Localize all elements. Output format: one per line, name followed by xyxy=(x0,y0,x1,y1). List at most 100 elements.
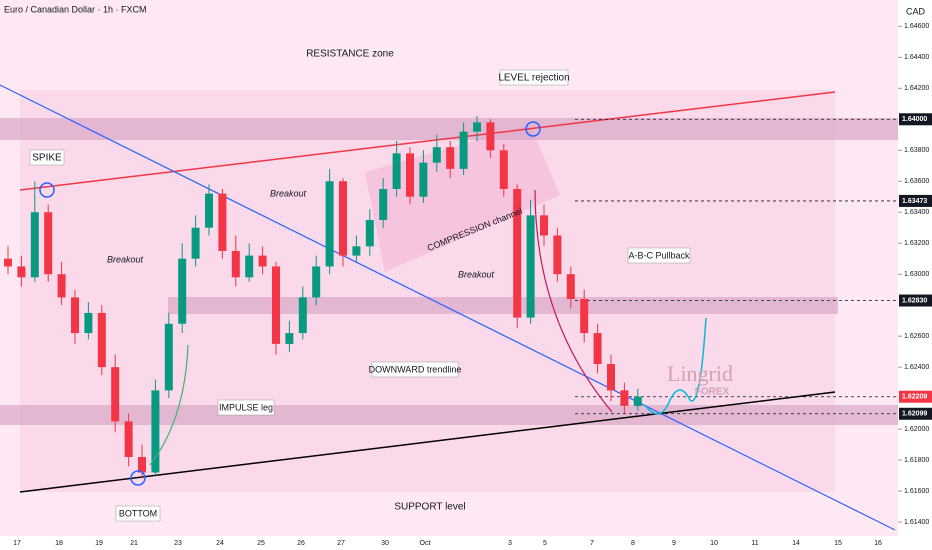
label: SPIKE xyxy=(32,153,62,164)
label-box xyxy=(371,361,459,378)
x-tick-label: 11 xyxy=(751,540,758,547)
label-box xyxy=(627,247,691,264)
price-level-tag xyxy=(899,294,932,307)
candle-body xyxy=(486,122,495,151)
candle-body xyxy=(298,297,307,334)
label: IMPULSE leg xyxy=(219,402,273,412)
price-level-tag xyxy=(899,113,932,126)
candle-body xyxy=(553,235,562,275)
label: BOTTOM xyxy=(119,508,157,518)
y-tick-label: 1.62600 xyxy=(904,333,929,340)
candle-body xyxy=(352,246,361,256)
y-tick-label: 1.64400 xyxy=(904,54,929,61)
x-tick-label: 30 xyxy=(381,540,389,547)
candle-body xyxy=(513,188,522,318)
candle-body xyxy=(258,255,267,267)
candle-body xyxy=(379,188,388,220)
label-box xyxy=(115,505,161,522)
candle-body xyxy=(432,147,441,163)
candle-body xyxy=(245,255,254,278)
candle-body xyxy=(566,274,575,299)
label: DOWNWARD trendline xyxy=(369,364,462,374)
x-tick-label: 10 xyxy=(710,540,718,547)
resistance-line xyxy=(19,91,836,191)
chart-title: Euro / Canadian Dollar · 1h · FXCM xyxy=(4,4,147,14)
price-level-label: 1.62209 xyxy=(902,394,927,401)
support-zone xyxy=(0,405,898,425)
pattern-area xyxy=(20,90,835,492)
mid-zone xyxy=(168,297,838,314)
candle-body xyxy=(419,162,428,197)
x-tick-label: 17 xyxy=(13,540,21,547)
x-tick-label: 21 xyxy=(130,540,138,547)
watermark: Lingrid xyxy=(667,361,733,386)
candle-body xyxy=(44,212,53,275)
price-level-label: 1.62099 xyxy=(902,411,927,418)
y-tick-label: 1.62000 xyxy=(904,426,929,433)
price-level-tag xyxy=(899,407,932,420)
candle-body xyxy=(71,297,79,334)
candle-body xyxy=(473,122,481,132)
resistance-zone xyxy=(0,118,898,140)
x-tick-label: 24 xyxy=(216,540,224,547)
x-tick-label: 16 xyxy=(874,540,882,547)
x-tick-label: 25 xyxy=(257,540,265,547)
y-tick-label: 1.61600 xyxy=(904,488,929,495)
price-level-label: 1.63473 xyxy=(902,198,927,205)
x-tick-label: 23 xyxy=(174,540,182,547)
candle-body xyxy=(151,390,160,473)
candle-body xyxy=(178,258,187,324)
candle-body xyxy=(365,219,374,247)
candle-body xyxy=(580,298,589,334)
currency: CAD xyxy=(906,6,926,16)
candle-body xyxy=(30,212,39,278)
candle-body xyxy=(620,390,629,406)
label: Breakout xyxy=(458,269,495,279)
projection-arrow xyxy=(534,189,613,413)
x-tick-label: 26 xyxy=(297,540,305,547)
x-tick-label: 14 xyxy=(792,540,800,547)
candle-body xyxy=(57,274,66,298)
price-level-tag xyxy=(899,390,932,403)
y-tick-label: 1.61800 xyxy=(904,457,929,464)
candle-body xyxy=(446,147,455,169)
candle-body xyxy=(312,266,321,298)
x-tick-label: 8 xyxy=(631,540,635,547)
y-tick-label: 1.63800 xyxy=(904,147,929,154)
candle-body xyxy=(17,266,26,278)
candle-body xyxy=(97,312,106,368)
y-tick-label: 1.64200 xyxy=(904,85,929,92)
price-level-label: 1.62830 xyxy=(902,297,927,304)
watermark: FOREX xyxy=(695,387,730,398)
candle-body xyxy=(593,333,602,365)
candle-body xyxy=(191,227,200,259)
y-tick-label: 1.63400 xyxy=(904,209,929,216)
label: SUPPORT level xyxy=(394,502,465,513)
candle-body xyxy=(459,131,468,169)
price-level-label: 1.64000 xyxy=(902,116,927,123)
label: Breakout xyxy=(107,254,144,264)
candle-body xyxy=(392,153,401,189)
label: A-B-C Pullback xyxy=(628,250,690,260)
candle-body xyxy=(499,150,508,189)
label: RESISTANCE zone xyxy=(306,49,394,60)
spike-circle xyxy=(39,182,55,198)
label: Breakout xyxy=(270,188,307,198)
rejection-circle xyxy=(525,121,541,137)
candle-body xyxy=(124,421,133,457)
candle-body xyxy=(633,396,642,406)
candle-body xyxy=(218,193,227,251)
candle-body xyxy=(325,181,334,267)
x-tick-label: 15 xyxy=(834,540,842,547)
label-box xyxy=(217,399,275,416)
price-axis xyxy=(898,0,932,550)
price-level-tag xyxy=(899,194,932,207)
y-tick-label: 1.61400 xyxy=(904,519,929,526)
x-tick-label: 27 xyxy=(337,540,345,547)
label-box xyxy=(29,149,65,166)
candle-body xyxy=(540,215,548,236)
label-box xyxy=(499,69,569,86)
x-tick-label: 9 xyxy=(672,540,676,547)
label: LEVEL rejection xyxy=(498,73,569,84)
